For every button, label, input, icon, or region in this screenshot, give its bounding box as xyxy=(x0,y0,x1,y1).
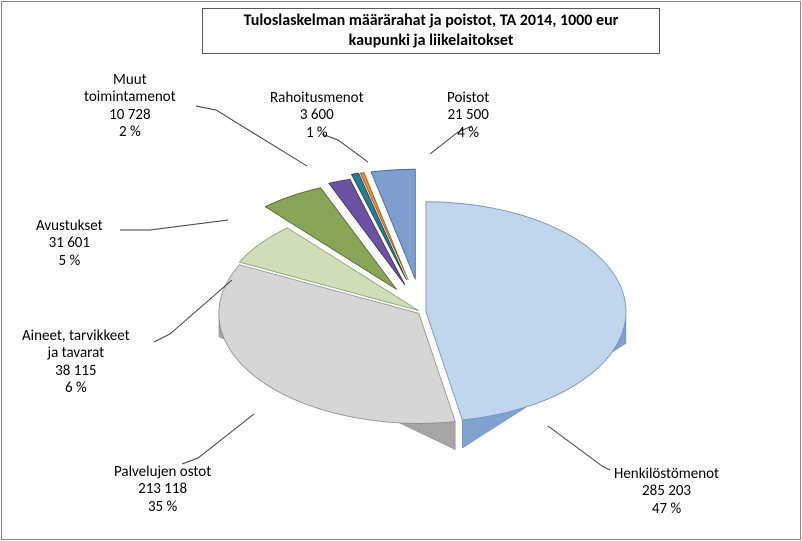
slice-label: Poistot 21 500 4 % xyxy=(447,90,489,142)
pie-slice-top xyxy=(426,202,626,420)
chart-frame: Tuloslaskelman määrärahat ja poistot, TA… xyxy=(1,1,801,540)
slice-label: Rahoitusmenot 3 600 1 % xyxy=(270,90,364,142)
leader-line xyxy=(182,414,254,464)
slice-label: Muut toimintamenot 10 728 2 % xyxy=(84,72,176,141)
leader-line xyxy=(120,220,228,230)
leader-line xyxy=(548,426,610,470)
slice-label: Aineet, tarvikkeet ja tavarat 38 115 6 % xyxy=(22,328,130,397)
slice-label: Avustukset 31 601 5 % xyxy=(36,218,103,270)
slice-label: Palvelujen ostot 213 118 35 % xyxy=(114,464,211,516)
slice-label: Henkilöstömenot 285 203 47 % xyxy=(614,466,719,518)
pie-chart: Henkilöstömenot 285 203 47 % Palvelujen o… xyxy=(2,2,802,541)
